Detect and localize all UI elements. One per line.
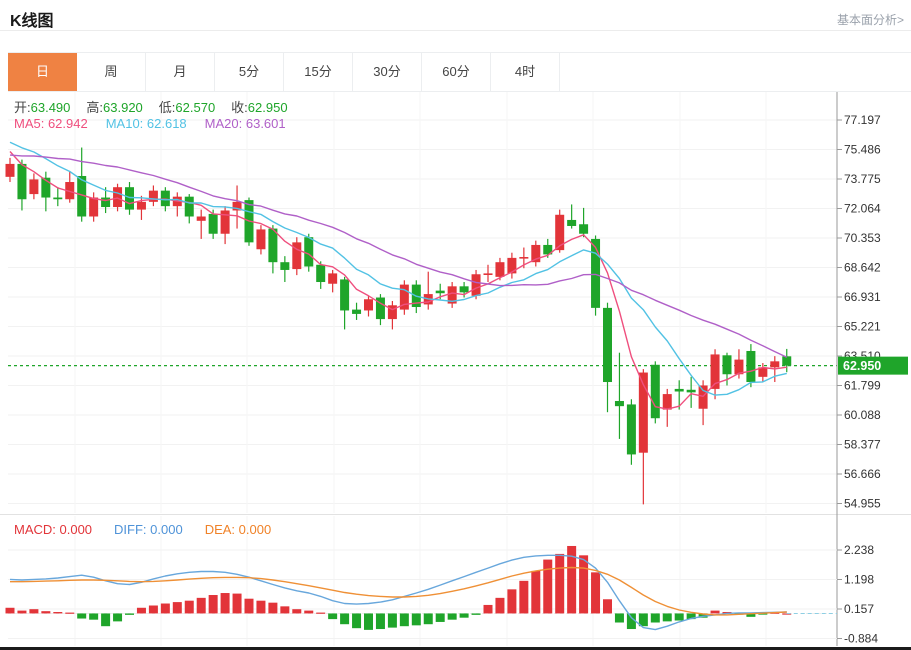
price-axis-label: 61.799 [844, 379, 881, 393]
page-title: K线图 [10, 13, 54, 30]
candlesticks [5, 147, 792, 505]
price-axis-label: 54.955 [844, 497, 881, 511]
price-axis-label: 68.642 [844, 261, 881, 275]
macd-axis-label: 0.157 [844, 602, 874, 616]
candlestick-chart-canvas: 77.197 75.486 73.775 72.064 70.353 68.642 66.9… [0, 92, 911, 650]
tab-interval-4[interactable]: 15分 [284, 53, 353, 91]
price-axis-label: 65.221 [844, 320, 881, 334]
legend-ma-item-2: MA20: 63.601 [204, 116, 286, 131]
ma5-line [9, 151, 787, 410]
price-axis-label: 60.088 [844, 408, 881, 422]
price-axis-label: 77.197 [844, 113, 881, 127]
price-axis-label: 56.666 [844, 467, 881, 481]
price-axis-label: 66.931 [844, 290, 881, 304]
price-axis-label: 73.775 [844, 172, 881, 186]
header-divider [0, 30, 911, 31]
ohlc-legend: 开:63.490 高:63.920 低:62.570 收:62.950 [14, 97, 304, 116]
tab-interval-6[interactable]: 60分 [422, 53, 491, 91]
legend-macd-item-0: MACD: 0.000 [14, 522, 93, 537]
dea-line [10, 566, 787, 616]
legend-ohlc-item-1: 高:63.920 [86, 100, 143, 115]
price-axis-label: 72.064 [844, 202, 881, 216]
legend-macd-item-2: DEA: 0.000 [204, 522, 272, 537]
legend-ma-item-0: MA5: 62.942 [14, 116, 88, 131]
fundamental-analysis-link[interactable]: 基本面分析> [836, 13, 904, 27]
legend-ohlc-item-3: 收:62.950 [231, 100, 288, 115]
diff-line [9, 554, 787, 631]
current-price-tag [838, 356, 908, 375]
legend-macd-item-1: DIFF: 0.000 [114, 522, 183, 537]
legend-ohlc-item-0: 开:63.490 [14, 100, 71, 115]
macd-axis-label: -0.884 [844, 632, 878, 646]
price-axis-label: 70.353 [844, 231, 881, 245]
macd-legend: MACD: 0.000 DIFF: 0.000 DEA: 0.000 [14, 522, 293, 537]
interval-tabs: 日周月 5分 15分 30分 60分 4时 [8, 52, 911, 92]
tab-interval-1[interactable]: 周 [77, 53, 146, 91]
price-gridlines: 77.197 75.486 73.775 72.064 70.353 68.642 66.9… [8, 92, 881, 646]
tab-interval-3[interactable]: 5分 [215, 53, 284, 91]
ma-legend: MA5: 62.942 MA10: 62.618 MA20: 63.601 [14, 116, 304, 131]
macd-axis-label: 2.238 [844, 543, 874, 557]
tab-interval-0[interactable]: 日 [8, 53, 77, 91]
price-axis-label: 58.377 [844, 438, 881, 452]
price-axis-label: 75.486 [844, 143, 881, 157]
legend-ma-item-1: MA10: 62.618 [105, 116, 187, 131]
bottom-border [0, 647, 911, 650]
current-price-tag-text: 62.950 [843, 359, 881, 373]
tab-interval-2[interactable]: 月 [146, 53, 215, 91]
legend-ohlc-item-2: 低:62.570 [158, 100, 216, 115]
tab-interval-7[interactable]: 4时 [491, 53, 560, 91]
ma10-line [9, 141, 787, 396]
macd-panel: 2.238 1.198 0.157 -0.884 [5, 543, 878, 646]
macd-axis-label: 1.198 [844, 573, 874, 587]
kline-chart-area: 77.197 75.486 73.775 72.064 70.353 68.642 66.9… [0, 92, 911, 650]
ma20-line [9, 154, 788, 358]
tab-interval-5[interactable]: 30分 [353, 53, 422, 91]
